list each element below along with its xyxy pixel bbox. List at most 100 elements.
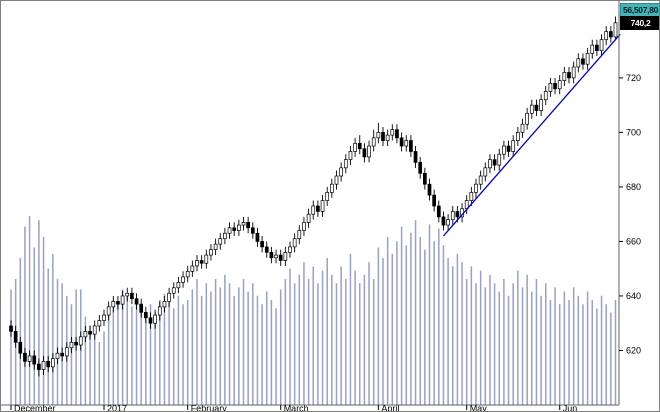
candle — [171, 282, 176, 299]
candle-body — [157, 306, 162, 316]
candle — [227, 222, 232, 239]
candle-body — [404, 140, 409, 147]
candle — [74, 336, 78, 351]
candle-body — [144, 311, 148, 319]
candle-body — [553, 82, 557, 90]
volume-bar — [56, 279, 59, 405]
volume-bar — [145, 316, 147, 405]
volume-bar — [377, 247, 380, 405]
volume-bar — [224, 274, 226, 405]
candle — [316, 200, 320, 217]
volume-bar — [89, 325, 91, 405]
candle — [46, 355, 51, 373]
candle — [9, 320, 13, 337]
candle — [83, 325, 88, 343]
candle-body — [585, 52, 590, 65]
candle — [69, 336, 74, 354]
candle-body — [111, 301, 116, 308]
candle-body — [548, 82, 553, 92]
candle — [362, 143, 367, 163]
candle-body — [148, 317, 153, 324]
y-tick-label: 640 — [626, 291, 641, 301]
candle-body — [515, 132, 520, 141]
candle-body — [543, 91, 548, 101]
candle — [255, 227, 260, 247]
candle — [529, 99, 534, 119]
candle-body — [427, 183, 432, 196]
candle-body — [134, 298, 139, 305]
y-axis: 620 640 660 680 700 720 — [619, 73, 641, 355]
candle-body — [185, 271, 190, 278]
candle — [525, 107, 530, 130]
candle — [264, 241, 269, 258]
volume-bar — [428, 224, 431, 405]
volume-last-value-badge: 56,507,80 — [620, 3, 659, 17]
candle — [581, 53, 585, 70]
candle-body — [153, 314, 157, 324]
x-tick-label: April — [381, 404, 399, 412]
volume-bar — [456, 253, 459, 405]
candle-body — [353, 142, 357, 152]
volume-bar — [512, 283, 514, 405]
candle — [218, 233, 223, 250]
candle-body — [260, 241, 264, 248]
candle-body — [223, 232, 227, 240]
candle — [50, 353, 55, 373]
volume-bar — [419, 237, 421, 405]
volume-bar — [28, 216, 31, 405]
candle-body — [292, 238, 297, 248]
candle — [92, 320, 97, 340]
candle — [571, 61, 576, 84]
volume-bar — [596, 308, 598, 405]
volume-bar — [228, 283, 231, 405]
volume-bar — [200, 295, 203, 405]
candle — [102, 309, 106, 326]
volume-bar — [10, 289, 12, 405]
volume-bar — [38, 220, 40, 405]
candle — [116, 295, 120, 310]
candle-body — [343, 159, 348, 169]
volume-bar — [382, 258, 384, 405]
candle — [269, 246, 274, 264]
candle-body — [520, 123, 525, 133]
candle-body — [237, 224, 241, 231]
last-price-badge: 740,2 — [620, 16, 659, 30]
volume-bar — [549, 300, 552, 405]
candle-body — [213, 243, 218, 250]
candle — [413, 146, 418, 168]
candle — [297, 225, 302, 245]
candle — [506, 140, 511, 157]
candle-body — [339, 167, 343, 177]
trend-line — [442, 33, 621, 237]
candle — [357, 135, 362, 155]
volume-bar — [479, 270, 482, 405]
volume-bar — [186, 300, 189, 405]
candle-body — [390, 129, 395, 136]
candle-body — [399, 137, 404, 147]
candle — [311, 200, 316, 220]
candle — [41, 355, 46, 376]
volume-bar — [47, 268, 49, 405]
candle-body — [330, 183, 334, 193]
candle-body — [409, 140, 413, 152]
candle-body — [13, 331, 18, 343]
candle-body — [232, 227, 237, 231]
candle-body — [334, 175, 339, 185]
volume-bar — [465, 279, 468, 405]
candle — [469, 186, 474, 206]
y-tick-label: 660 — [626, 236, 641, 246]
volume-bar — [279, 289, 282, 405]
y-tick-label: 720 — [626, 73, 641, 83]
candle — [390, 124, 395, 141]
candle — [130, 287, 134, 305]
candle-body — [32, 355, 37, 365]
candle — [543, 86, 548, 106]
candle-body — [23, 352, 27, 362]
candle — [13, 325, 18, 348]
candle-body — [599, 39, 604, 51]
volume-bar — [335, 283, 338, 405]
candle-body — [571, 66, 576, 79]
candle — [404, 135, 409, 152]
candle-body — [557, 80, 562, 90]
